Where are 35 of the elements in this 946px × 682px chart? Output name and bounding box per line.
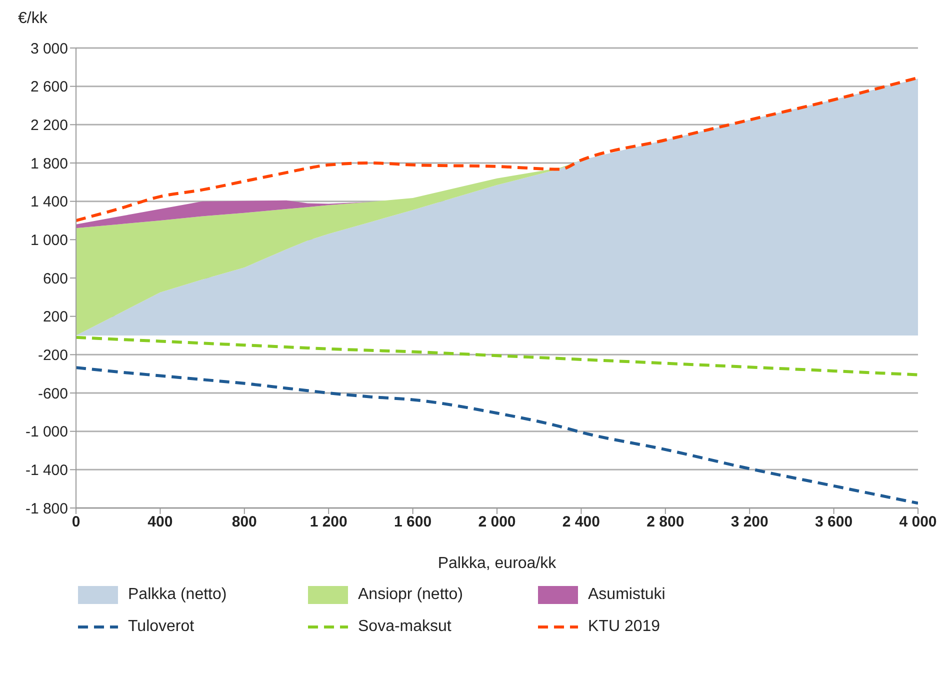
- x-tick-label: 2 000: [478, 514, 516, 531]
- legend-label: Ansiopr (netto): [358, 586, 463, 604]
- x-tick-label: 400: [148, 514, 173, 531]
- x-tick-label: 1 600: [394, 514, 432, 531]
- x-tick-label: 1 200: [310, 514, 348, 531]
- y-tick-label: 200: [42, 308, 68, 326]
- line-series: [76, 366, 918, 505]
- line-series: [76, 76, 918, 222]
- y-tick-label: 1 800: [30, 155, 68, 172]
- legend-label: KTU 2019: [588, 618, 660, 636]
- y-tick-label: -1 800: [25, 500, 68, 518]
- x-tick-label: 4 000: [899, 514, 937, 531]
- y-tick-label: 2 600: [30, 78, 68, 96]
- x-tick-label: 0: [72, 514, 80, 531]
- line-series: [76, 336, 918, 376]
- y-tick-label: -1 000: [25, 424, 68, 441]
- y-tick-label: -600: [38, 385, 68, 402]
- y-tick-label: 3 000: [30, 40, 68, 58]
- x-tick-label: 2 400: [562, 514, 600, 531]
- y-tick-label: 2 200: [30, 116, 68, 134]
- x-tick-label: 3 600: [815, 514, 853, 531]
- y-axis-title: €/kk: [18, 10, 48, 28]
- x-axis-title: Palkka, euroa/kk: [438, 555, 558, 572]
- legend-label: Palkka (netto): [128, 586, 227, 604]
- x-tick-label: 2 800: [646, 514, 684, 531]
- y-tick-label: 1 400: [30, 194, 68, 211]
- y-tick-label: -1 400: [25, 462, 68, 479]
- legend-label: Asumistuki: [588, 586, 666, 604]
- legend-label: Sova-maksut: [358, 618, 452, 636]
- y-tick-label: -200: [38, 346, 68, 364]
- x-tick-label: 800: [232, 514, 257, 531]
- legend-label: Tuloverot: [128, 618, 194, 636]
- x-tick-label: 3 200: [730, 514, 768, 531]
- y-tick-label: 1 000: [30, 232, 68, 249]
- y-tick-label: 600: [42, 270, 68, 288]
